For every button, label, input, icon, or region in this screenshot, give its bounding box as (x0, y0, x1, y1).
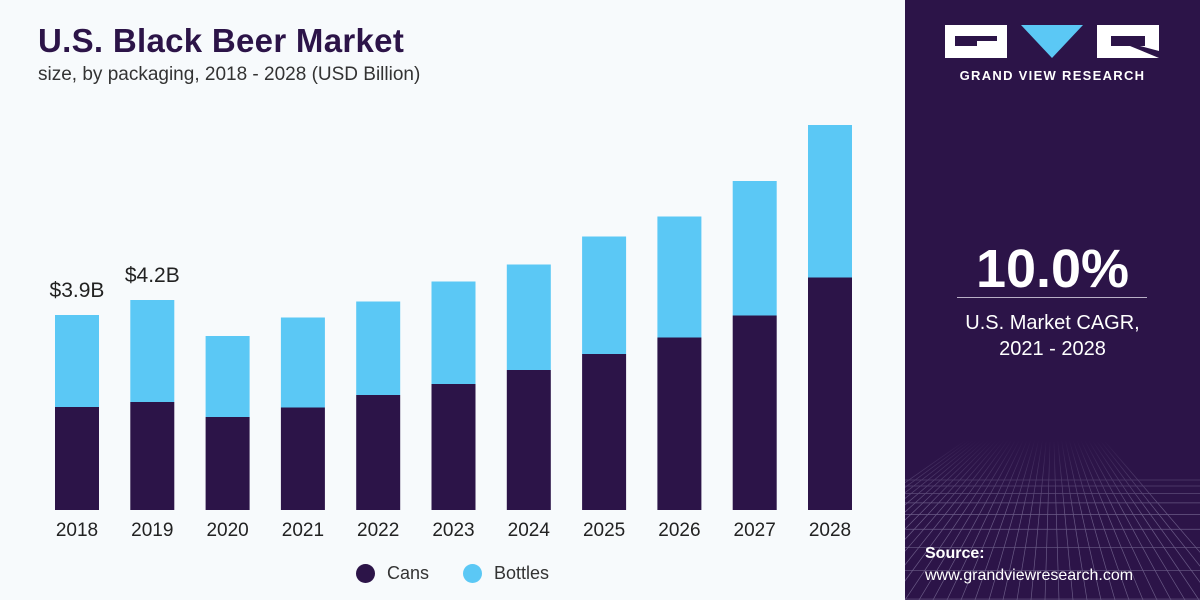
bar-bottles-2024 (506, 264, 551, 370)
bar-cans-2028 (808, 277, 852, 510)
x-tick-label-2021: 2021 (282, 520, 324, 541)
legend-swatch-cans (355, 564, 375, 583)
info-panel: GRAND VIEW RESEARCH 10.0% U.S. Market CA… (905, 0, 1200, 600)
source-link[interactable]: www.grandviewresearch.com (925, 567, 1134, 584)
bar-bottles-2026 (657, 216, 702, 338)
bar-cans-2022 (356, 395, 401, 510)
bar-cans-2024 (506, 370, 551, 510)
x-tick-label-2026: 2026 (658, 520, 700, 541)
grand-view-research-logo (945, 25, 1159, 58)
x-tick-label-2019: 2019 (131, 520, 173, 541)
cagr-label: U.S. Market CAGR, 2021 - 2028 (905, 310, 1200, 362)
x-tick-label-2024: 2024 (508, 520, 551, 541)
bar-cans-2020 (205, 417, 250, 510)
data-label-2018: $3.9B (50, 279, 105, 302)
legend-item-cans: Cans (355, 563, 429, 584)
data-label-2019: $4.2B (125, 264, 180, 287)
bar-cans-2025 (582, 354, 627, 510)
x-tick-label-2025: 2025 (583, 520, 625, 541)
legend-item-bottles: Bottles (463, 563, 549, 584)
bar-bottles-2023 (431, 281, 476, 384)
chart-legend: Cans Bottles (0, 563, 905, 584)
cagr-label-line2: 2021 - 2028 (999, 338, 1106, 360)
bar-bottles-2019 (130, 300, 175, 402)
divider (957, 297, 1147, 298)
bar-cans-2018 (55, 407, 99, 510)
x-tick-label-2028: 2028 (809, 520, 851, 541)
bar-cans-2026 (657, 337, 702, 510)
bar-cans-2019 (130, 402, 175, 510)
chart-subtitle: size, by packaging, 2018 - 2028 (USD Bil… (38, 64, 421, 85)
bar-bottles-2027 (732, 181, 777, 316)
bar-bottles-2025 (582, 236, 627, 354)
cagr-value: 10.0% (975, 239, 1130, 299)
grid-floor-graphic (905, 440, 1200, 600)
bar-cans-2027 (732, 315, 777, 510)
x-tick-label-2020: 2020 (206, 520, 248, 541)
source-heading: Source: (925, 545, 985, 562)
bar-bottles-2018 (55, 315, 99, 407)
x-tick-label-2023: 2023 (432, 520, 474, 541)
x-tick-label-2027: 2027 (734, 520, 776, 541)
chart-area: U.S. Black Beer Market size, by packagin… (0, 22, 905, 584)
bar-cans-2021 (280, 407, 325, 510)
bar-bottles-2022 (356, 301, 401, 395)
bar-bottles-2028 (808, 125, 852, 278)
brand-name: GRAND VIEW RESEARCH (959, 68, 1146, 83)
bar-bottles-2021 (280, 317, 325, 408)
x-tick-label-2022: 2022 (357, 520, 399, 541)
cagr-label-line1: U.S. Market CAGR, (965, 312, 1140, 334)
bar-bottles-2020 (205, 336, 250, 417)
legend-label-bottles: Bottles (494, 563, 550, 583)
legend-swatch-bottles (463, 564, 482, 583)
x-tick-label-2018: 2018 (56, 520, 98, 541)
legend-label-cans: Cans (386, 563, 429, 583)
chart-title: U.S. Black Beer Market (38, 22, 405, 59)
bar-chart: 2018 2019 2020 2021 2022 2023 2024 2025 2026 2027… (50, 125, 852, 541)
bar-cans-2023 (431, 384, 476, 510)
